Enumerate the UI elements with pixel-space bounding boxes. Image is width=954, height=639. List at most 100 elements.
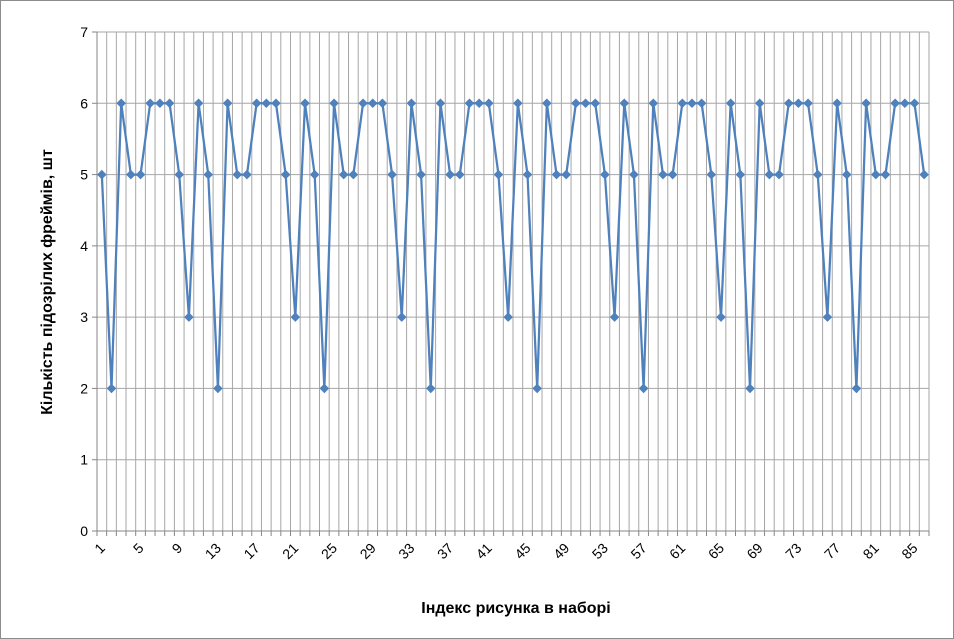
data-point-marker — [203, 169, 214, 180]
x-tick-label: 29 — [357, 540, 379, 562]
data-point-marker — [484, 98, 494, 109]
data-point-marker — [464, 98, 475, 109]
y-tick-label: 6 — [80, 95, 88, 111]
data-point-marker — [851, 383, 862, 394]
data-point-marker — [648, 98, 659, 109]
data-point-marker — [822, 312, 833, 322]
data-point-marker — [861, 98, 871, 109]
y-axis-title: Кількість підозрілих фреймів, шт — [39, 149, 56, 415]
data-point-marker — [754, 98, 765, 109]
data-point-marker — [251, 98, 262, 109]
y-tick-label: 2 — [80, 380, 88, 396]
data-point-marker — [222, 98, 233, 109]
data-point-marker — [677, 98, 688, 109]
y-tick-label: 1 — [80, 452, 88, 468]
y-tick-label: 5 — [80, 167, 88, 183]
data-point-marker — [803, 98, 813, 109]
series-layer — [97, 98, 929, 394]
data-point-marker — [716, 312, 726, 322]
data-point-marker — [106, 383, 117, 394]
x-tick-label: 25 — [318, 540, 340, 562]
data-point-marker — [658, 169, 668, 180]
x-tick-label: 5 — [130, 540, 147, 557]
data-point-marker — [184, 312, 194, 322]
data-point-marker — [416, 169, 426, 180]
data-point-marker — [396, 312, 407, 322]
data-point-marker — [358, 98, 368, 109]
x-tick-label: 77 — [821, 540, 843, 562]
data-point-marker — [667, 169, 678, 180]
data-point-marker — [696, 98, 707, 109]
data-point-marker — [842, 169, 852, 180]
x-tick-label: 81 — [860, 540, 882, 562]
data-point-marker — [493, 169, 504, 180]
y-tick-label: 4 — [80, 238, 88, 254]
data-point-marker — [174, 169, 184, 180]
data-point-marker — [348, 169, 359, 180]
data-point-marker — [909, 98, 920, 109]
y-tick-label: 7 — [80, 24, 88, 40]
data-point-marker — [329, 98, 339, 109]
data-point-marker — [725, 98, 736, 109]
data-point-marker — [774, 169, 784, 180]
data-point-marker — [126, 169, 136, 180]
data-point-marker — [367, 98, 378, 109]
data-point-marker — [193, 98, 204, 109]
x-tick-label: 49 — [550, 540, 572, 562]
data-point-marker — [600, 169, 610, 180]
data-point-marker — [919, 169, 929, 180]
data-point-marker — [319, 383, 330, 394]
data-point-marker — [764, 169, 775, 180]
data-point-marker — [890, 98, 900, 109]
data-point-marker — [629, 169, 639, 180]
data-point-marker — [445, 169, 455, 180]
data-point-marker — [687, 98, 697, 109]
data-point-marker — [97, 169, 107, 180]
data-point-marker — [735, 169, 746, 180]
data-point-marker — [280, 169, 291, 180]
data-point-marker — [522, 169, 533, 180]
x-tick-label: 33 — [395, 540, 417, 562]
data-point-marker — [300, 98, 310, 109]
data-point-marker — [232, 169, 243, 180]
x-tick-label: 61 — [666, 540, 688, 562]
x-tick-label: 1 — [91, 540, 108, 557]
data-point-marker — [513, 98, 523, 109]
data-point-marker — [271, 98, 281, 109]
data-point-marker — [783, 98, 794, 109]
data-point-marker — [706, 169, 717, 180]
data-point-marker — [812, 169, 823, 180]
data-point-marker — [455, 169, 465, 180]
data-point-marker — [164, 98, 175, 109]
data-point-marker — [619, 98, 630, 109]
data-point-marker — [290, 312, 301, 322]
data-point-marker — [880, 169, 891, 180]
data-point-marker — [745, 383, 755, 394]
data-point-marker — [338, 169, 349, 180]
data-point-marker — [900, 98, 910, 109]
x-axis-title: Індекс рисунка в наборі — [421, 600, 610, 617]
y-tick-label: 0 — [80, 523, 88, 539]
x-tick-label: 45 — [511, 540, 533, 562]
data-point-marker — [213, 383, 223, 394]
x-tick-label: 21 — [279, 540, 301, 562]
x-tick-label: 17 — [240, 540, 262, 562]
data-point-marker — [871, 169, 881, 180]
x-tick-label: 13 — [202, 540, 224, 562]
data-point-marker — [155, 98, 165, 109]
data-point-marker — [387, 169, 397, 180]
data-point-marker — [435, 98, 446, 109]
data-point-marker — [561, 169, 571, 180]
data-point-marker — [242, 169, 252, 180]
data-point-marker — [793, 98, 804, 109]
data-point-marker — [580, 98, 591, 109]
data-point-marker — [406, 98, 417, 109]
data-point-marker — [832, 98, 842, 109]
x-tick-label: 57 — [627, 540, 649, 562]
data-point-marker — [135, 169, 146, 180]
data-point-marker — [116, 98, 126, 109]
data-point-marker — [261, 98, 272, 109]
data-point-marker — [551, 169, 562, 180]
